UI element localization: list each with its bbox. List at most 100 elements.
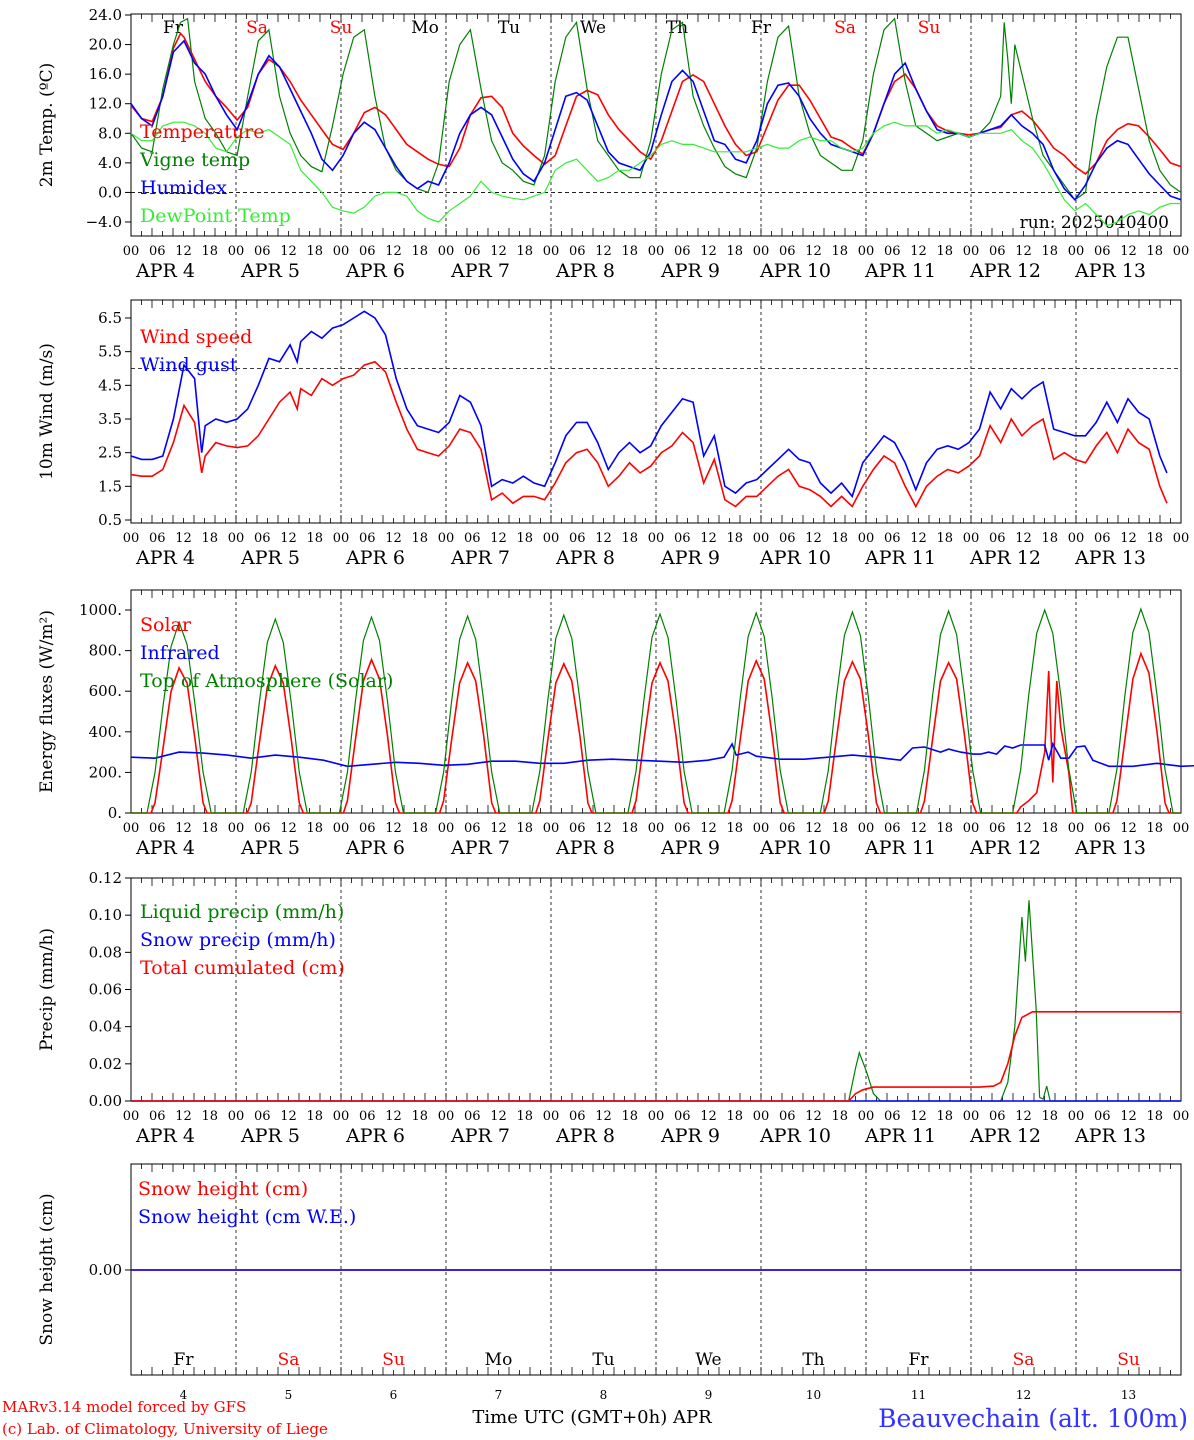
- date-label: APR 4: [135, 260, 195, 282]
- y-tick-label: 800.: [89, 642, 122, 660]
- y-axis: 24.0 20.0 16.0 12.0 8.0 4.0 0.0 −4.0: [86, 6, 131, 231]
- hour-label: 18: [411, 1109, 428, 1124]
- date-label: APR 12: [969, 547, 1041, 569]
- date-label: APR 9: [660, 260, 720, 282]
- date-label: APR 5: [240, 260, 300, 282]
- date-label: APR 7: [450, 547, 510, 569]
- y-axis-title: 10m Wind (m/s): [37, 343, 57, 480]
- y-tick-label: 0.10: [89, 906, 122, 924]
- weekday-label: Th: [802, 1350, 824, 1370]
- hour-label: 00: [228, 1109, 245, 1124]
- hour-label: 06: [254, 1109, 271, 1124]
- hour-label: 00: [858, 244, 875, 259]
- hour-label: 00: [648, 821, 665, 836]
- date-label: APR 8: [555, 260, 615, 282]
- hour-label: 12: [910, 244, 927, 259]
- day-number: 13: [1121, 1388, 1136, 1402]
- hour-label: 18: [831, 1109, 848, 1124]
- y-tick-label: 16.0: [89, 65, 122, 83]
- day-number: 9: [705, 1388, 713, 1402]
- run-label: run: 2025040400: [1020, 213, 1169, 233]
- legend: Snow height (cm) Snow height (cm W.E.): [138, 1178, 356, 1228]
- hour-label: 00: [228, 531, 245, 546]
- hour-label: 00: [438, 821, 455, 836]
- hour-label: 12: [700, 244, 717, 259]
- hour-label: 06: [779, 1109, 796, 1124]
- y-tick-label: 4.0: [98, 154, 122, 172]
- hour-label: 06: [464, 821, 481, 836]
- weekday-label: Tu: [498, 18, 520, 38]
- hour-label: 00: [228, 821, 245, 836]
- chart-panel-3: 1000. 800. 600. 400. 200. 0. Energy fluxes (W/…: [37, 589, 1194, 859]
- y-tick-label: 0.00: [89, 1261, 122, 1279]
- day-separators: [235, 1164, 1077, 1375]
- day-number: 8: [600, 1388, 608, 1402]
- hour-label: 18: [306, 244, 323, 259]
- series-line-top-of-atmosphere-solar-: [131, 607, 1181, 814]
- legend: Wind speed Wind gust: [140, 326, 252, 376]
- hour-label: 06: [464, 244, 481, 259]
- y-tick-label: 200.: [89, 763, 122, 781]
- hour-label: 12: [1015, 1109, 1032, 1124]
- series-line-solar: [131, 651, 1181, 814]
- hour-label: 12: [1015, 531, 1032, 546]
- date-label: APR 10: [759, 260, 831, 282]
- y-tick-label: 12.0: [89, 95, 122, 113]
- hour-label: 06: [884, 1109, 901, 1124]
- footer: MARv3.14 model forced by GFS (c) Lab. of…: [2, 1398, 1188, 1438]
- hour-label: 12: [385, 531, 402, 546]
- weekday-label: Sa: [1013, 1350, 1035, 1370]
- legend-entry: Temperature: [140, 121, 264, 143]
- date-label: APR 12: [969, 837, 1041, 859]
- hour-label: 00: [438, 244, 455, 259]
- hour-label: 12: [1120, 821, 1137, 836]
- day-number: 6: [390, 1388, 398, 1402]
- weekday-label: Mo: [485, 1350, 513, 1370]
- hour-ticks: [130, 590, 1182, 813]
- weekday-labels: Fr Sa Su Mo Tu We Th Fr Sa Su: [163, 18, 940, 38]
- y-tick-label: 0.5: [98, 511, 122, 529]
- y-tick-label: 1000.: [79, 601, 122, 619]
- hour-label: 00: [753, 531, 770, 546]
- hour-label: 12: [385, 821, 402, 836]
- hour-label: 06: [149, 244, 166, 259]
- y-tick-label: 4.5: [98, 376, 122, 394]
- x-axis-labels: 00 06 12 18 00 06 12 18 00 06 12 18 00 06 12 18 00 06 12 18…: [123, 821, 1190, 859]
- y-axis-title: Energy fluxes (W/m²): [37, 610, 57, 793]
- hour-label: 18: [411, 821, 428, 836]
- hour-label: 06: [569, 821, 586, 836]
- hour-label: 12: [700, 531, 717, 546]
- hour-label: 18: [621, 821, 638, 836]
- hour-label: 00: [543, 821, 560, 836]
- hour-label: 12: [595, 821, 612, 836]
- hour-label: 06: [359, 821, 376, 836]
- series-line-total-cumulated-cm-: [131, 1010, 1181, 1102]
- hour-label: 18: [516, 1109, 533, 1124]
- hour-label: 18: [936, 531, 953, 546]
- y-axis: 0.00: [89, 1261, 131, 1279]
- legend-entry: Vigne temp: [139, 149, 250, 171]
- weekday-label: Su: [382, 1350, 405, 1370]
- hour-label: 12: [1015, 244, 1032, 259]
- hour-label: 18: [201, 531, 218, 546]
- hour-label: 12: [1120, 531, 1137, 546]
- hour-label: 18: [621, 1109, 638, 1124]
- hour-label: 00: [123, 1109, 140, 1124]
- x-axis-labels: 00 06 12 18 00 06 12 18 00 06 12 18 00 06 12 18 00 06 12 18…: [123, 1109, 1190, 1147]
- hour-label: 06: [674, 531, 691, 546]
- hour-label: 18: [936, 244, 953, 259]
- y-axis: 1000. 800. 600. 400. 200. 0.: [79, 601, 131, 822]
- date-label: APR 13: [1074, 260, 1146, 282]
- y-tick-label: 2.5: [98, 444, 122, 462]
- weekday-label: Tu: [592, 1350, 614, 1370]
- hour-label: 00: [1173, 1109, 1190, 1124]
- hour-label: 00: [648, 244, 665, 259]
- hour-label: 06: [989, 531, 1006, 546]
- legend-entry: Wind speed: [140, 326, 252, 348]
- hour-label: 06: [464, 531, 481, 546]
- hour-label: 00: [1173, 244, 1190, 259]
- y-tick-label: 0.06: [89, 981, 122, 999]
- hour-label: 00: [123, 244, 140, 259]
- x-axis-labels: 00 06 12 18 00 06 12 18 00 06 12 18 00 06 12 18 00 06 12 18…: [123, 244, 1190, 282]
